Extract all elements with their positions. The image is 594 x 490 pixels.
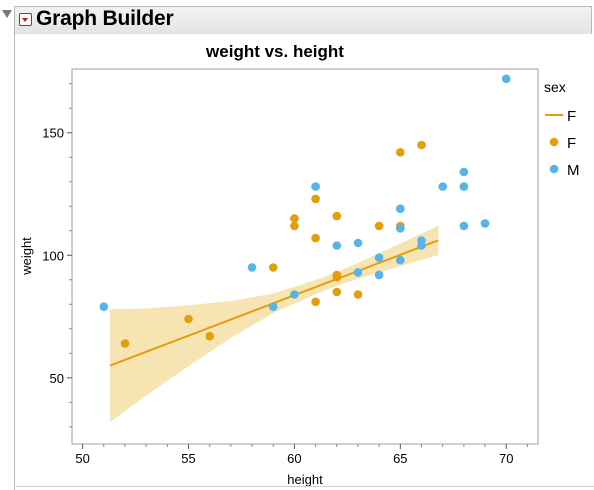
x-tick-label: 60 bbox=[287, 451, 301, 466]
data-point-M[interactable] bbox=[353, 238, 363, 248]
data-point-M[interactable] bbox=[311, 182, 320, 191]
x-tick-label: 70 bbox=[499, 451, 513, 466]
data-point-F[interactable] bbox=[396, 148, 405, 157]
data-point-M[interactable] bbox=[459, 221, 469, 231]
y-tick-label: 50 bbox=[50, 371, 64, 386]
data-point-M[interactable] bbox=[417, 241, 426, 250]
legend-item-label[interactable]: M bbox=[567, 162, 580, 179]
bottom-border bbox=[14, 486, 594, 487]
x-tick-label: 55 bbox=[181, 451, 195, 466]
graph-frame bbox=[14, 34, 594, 490]
data-point-M[interactable] bbox=[501, 74, 511, 84]
window-title: Graph Builder bbox=[36, 7, 174, 30]
data-point-F[interactable] bbox=[374, 221, 384, 231]
legend: sex FFM bbox=[544, 79, 580, 179]
red-triangle-menu-button[interactable] bbox=[19, 13, 32, 26]
data-point-M[interactable] bbox=[290, 290, 299, 299]
legend-point-swatch bbox=[549, 137, 559, 147]
data-point-M[interactable] bbox=[396, 224, 405, 233]
data-point-M[interactable] bbox=[268, 302, 278, 312]
y-tick-label: 100 bbox=[42, 248, 64, 263]
graph-builder-header: Graph Builder bbox=[0, 0, 594, 40]
data-point-M[interactable] bbox=[353, 268, 363, 277]
red-triangle-icon bbox=[22, 18, 28, 22]
x-tick-label: 65 bbox=[393, 451, 407, 466]
data-point-F[interactable] bbox=[353, 290, 363, 299]
data-point-M[interactable] bbox=[459, 182, 469, 191]
data-point-F[interactable] bbox=[311, 233, 320, 243]
data-point-F[interactable] bbox=[290, 221, 299, 231]
y-tick-label: 150 bbox=[42, 126, 64, 141]
data-point-M[interactable] bbox=[374, 253, 384, 262]
disclosure-triangle-icon[interactable] bbox=[2, 10, 12, 18]
data-point-M[interactable] bbox=[374, 270, 384, 280]
data-point-F[interactable] bbox=[311, 297, 320, 307]
confidence-band bbox=[110, 225, 439, 422]
data-point-F[interactable] bbox=[120, 339, 130, 348]
data-point-F[interactable] bbox=[332, 287, 342, 297]
legend-point-swatch bbox=[549, 164, 559, 174]
data-point-M[interactable] bbox=[332, 241, 342, 250]
legend-item-label[interactable]: F bbox=[567, 135, 576, 152]
plot-frame bbox=[71, 68, 539, 445]
data-point-M[interactable] bbox=[396, 204, 405, 213]
legend-title: sex bbox=[544, 79, 566, 95]
data-point-F[interactable] bbox=[184, 314, 193, 324]
data-point-F[interactable] bbox=[332, 273, 342, 282]
data-point-M[interactable] bbox=[99, 302, 109, 312]
data-point-F[interactable] bbox=[311, 194, 320, 204]
data-point-M[interactable] bbox=[438, 182, 448, 191]
y-axis-label: weight bbox=[19, 237, 34, 276]
data-point-F[interactable] bbox=[332, 211, 342, 221]
data-point-M[interactable] bbox=[247, 263, 257, 272]
x-tick-label: 50 bbox=[75, 451, 89, 466]
data-point-M[interactable] bbox=[396, 255, 405, 265]
data-point-F[interactable] bbox=[205, 331, 214, 341]
data-point-F[interactable] bbox=[268, 263, 278, 272]
data-point-F[interactable] bbox=[417, 140, 426, 150]
x-axis-label: height bbox=[287, 472, 323, 487]
data-point-M[interactable] bbox=[459, 167, 469, 177]
data-point-M[interactable] bbox=[480, 219, 490, 228]
outline-title-bar bbox=[14, 6, 592, 34]
chart-title: weight vs. height bbox=[205, 42, 344, 61]
legend-item-label[interactable]: F bbox=[567, 108, 576, 125]
data-point-F[interactable] bbox=[290, 214, 299, 223]
